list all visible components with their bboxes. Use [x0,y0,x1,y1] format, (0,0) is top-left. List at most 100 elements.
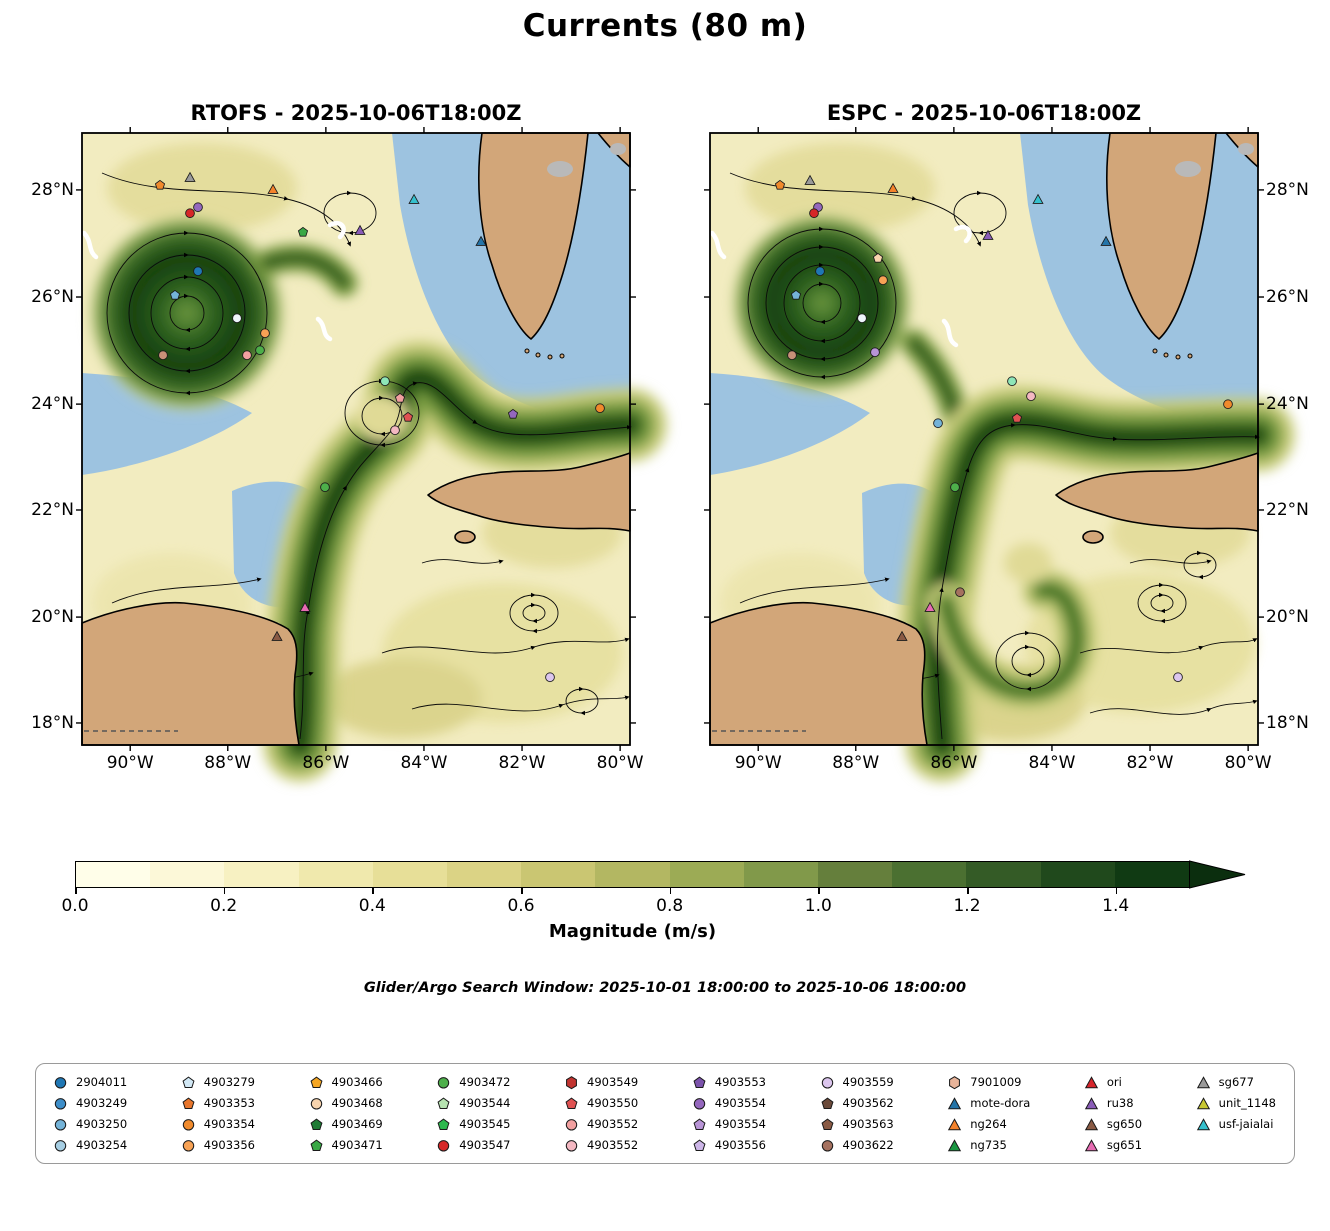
legend-item-4903471: 4903471 [310,1137,383,1153]
legend-item-usf-jaialai: usf-jaialai [1196,1116,1276,1132]
legend-item-4903468: 4903468 [310,1095,383,1111]
espc-map [704,127,1295,782]
legend-item-7901009: 7901009 [948,1074,1030,1090]
legend-item-label: 7901009 [970,1075,1022,1089]
panel-rtofs-title: RTOFS - 2025-10-06T18:00Z [190,101,522,125]
legend-item-ru38: ru38 [1084,1095,1142,1111]
lat-tick-label: 28°N [31,179,74,200]
legend-item-label: 4903554 [714,1096,766,1111]
legend-item-label: 4903466 [331,1075,383,1089]
legend-item-label: 4903545 [459,1117,511,1132]
rtofs-map [76,127,667,782]
legend-item-label: 4903472 [459,1075,511,1089]
legend-item-label: 4903353 [203,1096,255,1111]
legend-item-4903553: 4903553 [693,1074,766,1090]
panel-rtofs: RTOFS - 2025-10-06T18:00Z [31,101,667,782]
colorbar-label: Magnitude (m/s) [548,921,717,942]
colorbar-tick-label: 0.2 [210,896,238,916]
legend: 2904011 4903249 4903250 4903254 4903279 49033… [35,1063,1295,1165]
lat-tick-label: 24°N [1266,394,1309,415]
legend-item-label: 4903554 [714,1117,766,1132]
legend-item-label: usf-jaialai [1218,1117,1274,1132]
legend-item-label: ng735 [970,1138,1007,1153]
legend-item-label: 4903549 [587,1075,639,1089]
legend-item-label: 4903563 [842,1117,894,1132]
legend-item-label: 4903547 [459,1138,511,1153]
legend-item-label: sg651 [1106,1138,1143,1153]
legend-item-label: 4903468 [331,1096,383,1111]
lon-tick-label: 80°W [596,753,644,773]
lat-tick-label: 26°N [1266,287,1309,308]
colorbar-extend-arrow [1189,860,1246,889]
lat-tick-label: 24°N [31,394,74,415]
colorbar: 0.0 0.2 0.4 0.6 0.8 1.0 1.2 1.4 Magnitude (m/s) [61,860,1285,961]
figure-title: Currents (80 m) [522,8,808,44]
legend-item-4903549: 4903549 [565,1074,638,1090]
legend-item-4903547: 4903547 [437,1137,510,1153]
lon-tick-label: 82°W [1126,753,1174,773]
legend-item-ng264: ng264 [948,1116,1030,1132]
lat-tick-label: 28°N [1266,179,1309,200]
lon-tick-label: 86°W [302,753,350,773]
legend-item-4903353: 4903353 [182,1095,255,1111]
shallow-bank [547,143,626,177]
lon-tick-label: 90°W [734,753,782,773]
lon-tick-label: 88°W [832,753,880,773]
legend-grid: 2904011 4903249 4903250 4903254 4903279 49033… [54,1074,1276,1153]
legend-item-4903279: 4903279 [182,1074,255,1090]
legend-item-sg650: sg650 [1084,1116,1143,1132]
colorbar-tick-label: 0.6 [507,896,535,916]
colorbar-tick-mark [521,888,523,894]
legend-item-4903466: 4903466 [310,1074,383,1090]
legend-item-4903554: 4903554 [693,1116,766,1132]
legend-item-4903250: 4903250 [54,1116,127,1132]
legend-item-label: 4903254 [76,1138,128,1153]
legend-item-4903552: 4903552 [565,1116,638,1132]
legend-item-4903563: 4903563 [821,1116,894,1132]
legend-item-4903554: 4903554 [693,1095,766,1111]
colorbar-tick-label: 1.0 [804,896,832,916]
lon-tick-label: 82°W [498,753,546,773]
lat-tick-label: 20°N [31,607,74,628]
legend-item-label: 4903552 [587,1138,639,1153]
legend-item-label: ng264 [970,1117,1007,1132]
legend-item-label: sg677 [1218,1075,1254,1089]
lon-tick-label: 88°W [204,753,252,773]
lon-tick-label: 84°W [400,753,448,773]
legend-item-label: 4903559 [842,1075,894,1089]
legend-item-2904011: 2904011 [54,1074,127,1090]
colorbar-tick-label: 1.2 [953,896,981,916]
colorbar-tick-mark [372,888,374,894]
legend-item-label: sg650 [1106,1117,1143,1132]
colorbar-ticks: 0.0 0.2 0.4 0.6 0.8 1.0 1.2 1.4 [61,861,1190,921]
legend-item-unit_1148: unit_1148 [1196,1095,1276,1111]
colorbar-tick-mark [1115,888,1118,894]
search-window-note: Glider/Argo Search Window: 2025-10-01 18… [363,980,967,996]
colorbar-tick-mark [967,888,969,894]
legend-item-label: 4903562 [842,1096,894,1111]
legend-item-label: 4903552 [587,1117,639,1132]
legend-item-4903552: 4903552 [565,1137,638,1153]
legend-item-sg677: sg677 [1196,1074,1276,1090]
lat-tick-label: 18°N [1266,712,1309,733]
colorbar-tick-label: 1.4 [1102,896,1130,916]
panel-espc: ESPC - 2025-10-06T18:00Z [704,101,1309,782]
legend-item-label: 4903250 [76,1117,128,1132]
colorbar-tick-label: 0.8 [656,896,684,916]
legend-item-label: 4903622 [842,1138,894,1153]
legend-item-4903562: 4903562 [821,1095,894,1111]
legend-item-sg651: sg651 [1084,1137,1143,1153]
legend-item-4903556: 4903556 [693,1137,766,1153]
shallow-bank [1175,143,1254,177]
florida-keys [1152,348,1193,360]
legend-item-label: ori [1106,1075,1122,1089]
legend-item-4903472: 4903472 [437,1074,510,1090]
axes-frame [81,132,631,746]
lat-tick-label: 22°N [31,499,74,520]
lat-tick-label: 22°N [1266,499,1309,520]
panel-espc-title: ESPC - 2025-10-06T18:00Z [826,101,1142,125]
streamlines [101,172,632,740]
lon-tick-label: 84°W [1028,753,1076,773]
land-mask [709,132,1259,746]
